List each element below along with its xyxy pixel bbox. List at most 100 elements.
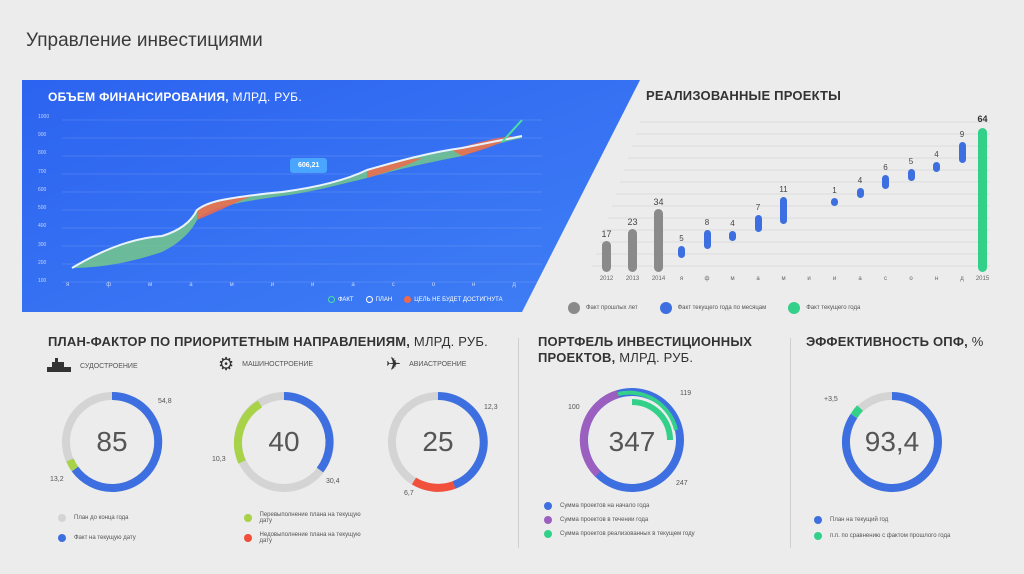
month-label: а <box>756 276 760 282</box>
x-tick: а <box>351 282 355 288</box>
legend-plan-year: План до конца года <box>58 512 188 524</box>
y-tick: 100 <box>38 277 47 284</box>
planfact-unit: МЛРД. РУБ. <box>410 334 488 349</box>
month-bar <box>703 230 711 250</box>
month-label: я <box>679 276 684 282</box>
efficiency-legend: План на текущий год п.п. по сравнению с … <box>814 516 950 540</box>
efficiency-value: 93,4 <box>864 426 920 457</box>
month-value: 4 <box>934 150 939 160</box>
month-label: о <box>909 276 913 282</box>
month-label: с <box>884 276 887 282</box>
planfact-title: ПЛАН-ФАКТОР ПО ПРИОРИТЕТНЫМ НАПРАВЛЕНИЯМ… <box>48 334 488 349</box>
airplane-icon: ✈ <box>386 354 402 374</box>
ring-value-machine: 40 <box>268 426 300 457</box>
planfact-title-text: ПЛАН-ФАКТОР ПО ПРИОРИТЕТНЫМ НАПРАВЛЕНИЯМ… <box>48 334 411 349</box>
past-year-value: 23 <box>627 217 638 228</box>
month-label: и <box>807 276 811 282</box>
legend-during: Сумма проектов в течении года <box>544 516 695 524</box>
projects-grid <box>592 121 990 267</box>
month-value: 7 <box>755 203 761 213</box>
legend-past: Факт прошлых лет <box>568 302 638 314</box>
ship-icon <box>47 358 71 372</box>
y-tick: 800 <box>38 150 47 157</box>
x-tick: я <box>66 282 70 288</box>
legend-monthly: Факт текущего года по месяцам <box>659 302 766 314</box>
legend-pp-label: п.п. по сравнению с фактом прошлого года <box>830 533 951 539</box>
x-tick: с <box>391 282 395 288</box>
ring-efficiency <box>841 392 942 492</box>
legend-over: Перевыполнение плана на текущую дату <box>244 512 368 524</box>
ring-aviation-top: 12,3 <box>484 404 498 411</box>
past-year-bar <box>654 209 663 272</box>
financing-x-axis: я ф м а м и и а с о н д <box>66 282 516 288</box>
month-value: 5 <box>679 234 684 243</box>
plan-year-icon <box>58 514 66 522</box>
month-bar <box>754 215 762 233</box>
y-tick: 300 <box>38 241 47 248</box>
efficiency-delta: +3,5 <box>824 396 838 403</box>
x-tick: и <box>270 282 275 288</box>
month-label: д <box>960 276 964 282</box>
past-year-label: 2013 <box>625 276 640 282</box>
legend-goal: ЦЕЛЬ НЕ БУДЕТ ДОСТИГНУТА <box>404 296 503 303</box>
efficiency-unit: % <box>967 334 984 349</box>
y-tick: 500 <box>38 205 47 212</box>
planfact-legend: План до конца года Перевыполнение плана … <box>58 512 368 544</box>
under-icon <box>244 534 252 542</box>
legend-under-label: Недовыполнение плана на текущую дату <box>259 532 361 544</box>
portfolio-top-right: 119 <box>680 390 692 397</box>
portfolio-left: 100 <box>568 404 580 411</box>
fact-date-icon <box>58 534 66 542</box>
ring-header-aviation: ✈ АВИАСТРОЕНИЕ <box>386 354 467 374</box>
month-bar <box>907 168 915 181</box>
legend-over-label: Перевыполнение плана на текущую дату <box>259 512 361 524</box>
financing-panel: ОБЪЕМ ФИНАНСИРОВАНИЯ, МЛРД. РУБ. 100 200… <box>22 80 640 312</box>
legend-current-label: Факт текущего года <box>806 305 861 311</box>
month-value: 9 <box>959 129 965 139</box>
legend-start-label: Сумма проектов на начало года <box>560 503 650 509</box>
total-value: 64 <box>977 114 988 124</box>
month-label: м <box>730 276 735 282</box>
y-tick: 900 <box>38 132 47 139</box>
ring-aviation <box>388 392 488 492</box>
ring-name-aviation: АВИАСТРОЕНИЕ <box>409 360 467 368</box>
current-legend-icon <box>788 302 801 314</box>
legend-during-label: Сумма проектов в течении года <box>560 517 649 523</box>
legend-fact-date: Факт на текущую дату <box>58 532 188 544</box>
efficiency-title-text: ЭФФЕКТИВНОСТЬ ОПФ, <box>806 334 968 349</box>
financing-callout: 606,21 <box>290 158 328 173</box>
y-tick: 600 <box>38 186 47 193</box>
portfolio-title: ПОРТФЕЛЬ ИНВЕСТИЦИОННЫХ ПРОЕКТОВ, МЛРД. … <box>538 334 752 366</box>
portfolio-title-line1: ПОРТФЕЛЬ ИНВЕСТИЦИОННЫХ <box>538 334 753 349</box>
month-value: 4 <box>857 176 863 186</box>
ring-name-machine: МАШИНОСТРОЕНИЕ <box>242 360 314 368</box>
month-value: 6 <box>883 162 888 172</box>
ring-header-machine: ⚙ МАШИНОСТРОЕНИЕ <box>218 355 314 373</box>
x-tick: м <box>148 282 153 288</box>
legend-plan-label: ПЛАН <box>375 296 393 303</box>
past-year-bar <box>602 240 611 272</box>
legend-realized: Сумма проектов реализованных в текущем г… <box>544 530 695 538</box>
ring-machine-right: 30,4 <box>326 478 340 485</box>
legend-under: Недовыполнение плана на текущую дату <box>244 532 368 544</box>
ring-ship-bottom: 13,2 <box>50 476 64 483</box>
x-tick: д <box>512 282 516 288</box>
financing-chart <box>22 80 640 312</box>
ring-ship <box>62 391 163 492</box>
legend-realized-label: Сумма проектов реализованных в текущем г… <box>560 531 695 537</box>
legend-current: Факт текущего года <box>788 302 860 314</box>
past-year-label: 2012 <box>599 276 614 282</box>
y-tick: 200 <box>38 259 47 266</box>
month-value: 4 <box>730 219 735 229</box>
over-icon <box>244 514 252 522</box>
fact-legend-icon <box>328 296 335 303</box>
month-bar <box>780 197 787 224</box>
ring-aviation-bottom: 6,7 <box>404 490 414 497</box>
month-bar <box>678 246 685 258</box>
ring-name-ship: СУДОСТРОЕНИЕ <box>80 362 138 370</box>
total-label: 2015 <box>975 276 990 282</box>
x-tick: н <box>472 282 476 288</box>
month-label: и <box>832 276 837 282</box>
legend-start: Сумма проектов на начало года <box>544 502 695 510</box>
ring-portfolio <box>579 388 684 492</box>
